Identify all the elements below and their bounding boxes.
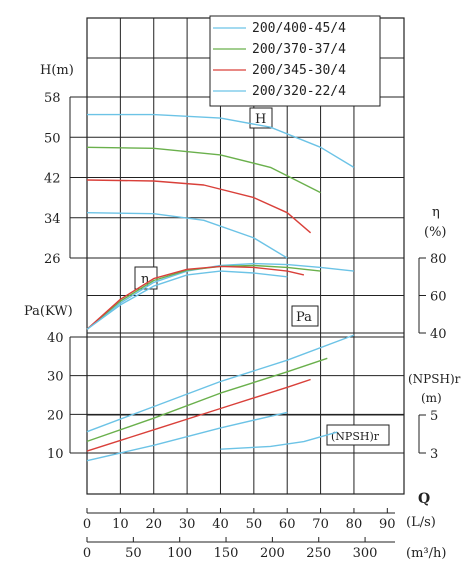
npsh-axis-label: (NPSH)r [408, 372, 461, 386]
q-ls-tick-label: 70 [312, 517, 329, 532]
pa-label-box [291, 305, 319, 327]
eta-tick-label: 40 [430, 327, 447, 342]
q-m3h-tick-label: 50 [125, 546, 142, 561]
q-m3h-tick-label: 150 [214, 546, 239, 561]
q-m3h-tick-label: 300 [353, 546, 378, 561]
pa-curve-2 [86, 378, 311, 452]
h-tick-label: 50 [44, 131, 61, 146]
h-curve-2 [86, 179, 312, 234]
eta-unit-label: (%) [424, 225, 447, 240]
q-m3h-tick-label: 100 [167, 546, 192, 561]
h-curve-1 [86, 146, 321, 194]
curves [86, 113, 355, 462]
eta-axis-label: η [432, 205, 440, 220]
legend: 200/400-45/4 200/370-37/4 200/345-30/4 2… [209, 15, 381, 107]
h-tick-label: 42 [44, 172, 61, 187]
pa-tick-label: 40 [47, 331, 64, 346]
h-label-text: H [255, 112, 266, 127]
legend-entry: 200/345-30/4 [213, 63, 346, 78]
legend-label: 200/400-45/4 [252, 21, 346, 36]
pa-tick-label: 30 [47, 370, 64, 385]
q-unit-m3h: (m³/h) [406, 546, 446, 561]
q-label: Q [418, 491, 430, 507]
h-tick-label: 58 [44, 91, 61, 106]
h-tick-label: 34 [44, 212, 61, 227]
q-m3h-tick-label: 0 [83, 546, 91, 561]
q-ls-tick-label: 30 [179, 517, 196, 532]
h-tick-label: 26 [44, 252, 61, 267]
pa-curve-label: Pa [291, 305, 319, 327]
q-ls-tick-label: 10 [112, 517, 129, 532]
npsh-label-text: (NPSH)r [331, 430, 380, 443]
legend-label: 200/320-22/4 [252, 84, 346, 99]
h-curve-label: H [249, 107, 273, 129]
eta-tick-label: 80 [430, 252, 447, 267]
npsh-unit-label: (m) [421, 391, 442, 405]
pa-tick-label: 20 [47, 408, 64, 423]
pa-curve-1 [86, 357, 328, 443]
legend-entry: 200/370-37/4 [213, 42, 346, 57]
eta-label-text: η [141, 272, 149, 287]
pa-axis-label: Pa(KW) [24, 304, 73, 319]
q-ls-tick-label: 0 [83, 517, 91, 532]
h-axis-label: H(m) [40, 63, 74, 78]
h-curve-0 [87, 113, 355, 168]
npsh-tick-label: 5 [430, 409, 438, 424]
q-m3h-tick-label: 200 [260, 546, 285, 561]
q-m3h-tick-label: 250 [306, 546, 331, 561]
eta-curve-1 [86, 264, 321, 330]
pa-label-text: Pa [296, 310, 312, 325]
legend-label: 200/370-37/4 [252, 42, 346, 57]
npsh-tick-label: 3 [430, 447, 438, 462]
h-curve-3 [86, 212, 288, 259]
q-ls-tick-label: 40 [212, 517, 229, 532]
eta-curve-0 [86, 262, 354, 330]
eta-tick-label: 60 [430, 290, 447, 305]
q-ls-tick-label: 80 [346, 517, 363, 532]
q-ls-tick-label: 20 [145, 517, 162, 532]
eta-curve-3 [86, 270, 288, 330]
q-ls-tick-label: 90 [379, 517, 396, 532]
h-label-box [249, 107, 273, 129]
legend-entry: 200/400-45/4 [213, 21, 346, 36]
eta-curve-2 [86, 265, 305, 330]
q-unit-ls: (L/s) [406, 515, 436, 530]
pa-tick-label: 10 [47, 447, 64, 462]
npsh-curve-label: (NPSH)r [326, 424, 390, 446]
legend-label: 200/345-30/4 [252, 63, 346, 78]
q-ls-tick-label: 50 [246, 517, 263, 532]
pa-curve-3 [86, 411, 288, 462]
q-ls-tick-label: 60 [279, 517, 296, 532]
pa-curve-0 [86, 334, 355, 433]
legend-entry: 200/320-22/4 [213, 84, 346, 99]
npsh-curve-0 [220, 431, 338, 450]
